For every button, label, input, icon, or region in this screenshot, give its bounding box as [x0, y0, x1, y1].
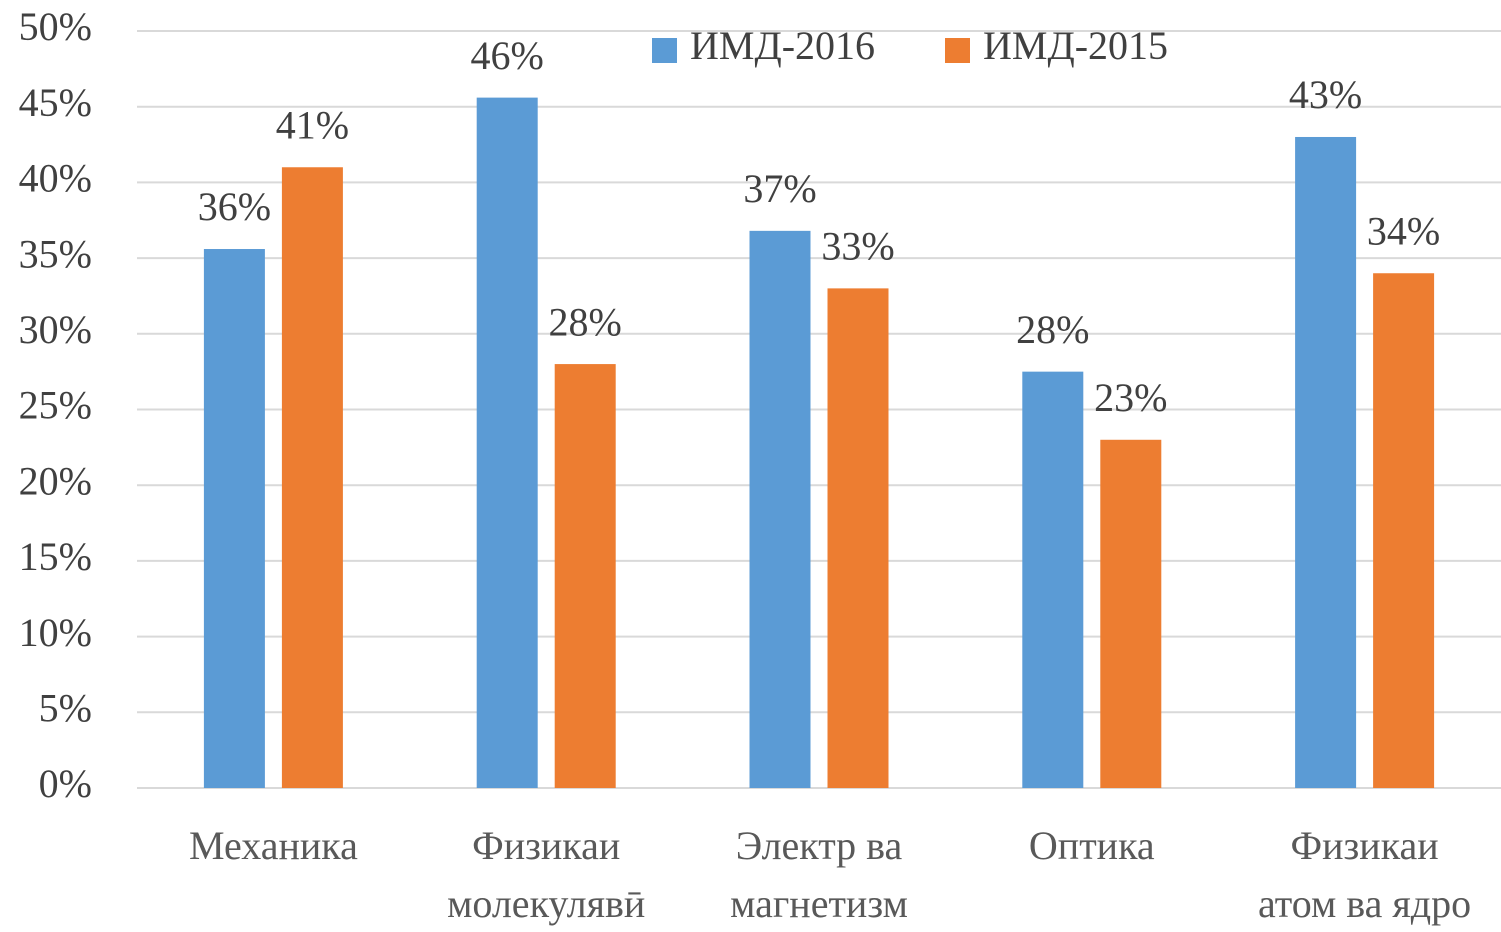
bar: [476, 97, 538, 789]
data-label: 23%: [1094, 375, 1167, 420]
y-tick-label: 0%: [39, 761, 92, 806]
x-tick-label: Оптика: [1029, 823, 1155, 868]
data-label: 43%: [1289, 72, 1362, 117]
x-tick-label: Электр ва: [736, 823, 903, 868]
x-tick-label: атом ва ядро: [1258, 881, 1471, 926]
data-label: 37%: [743, 166, 816, 211]
data-label: 28%: [1016, 307, 1089, 352]
bar: [1022, 371, 1084, 788]
legend-label: ИМД-2016: [690, 23, 875, 68]
y-tick-label: 30%: [19, 307, 92, 352]
y-tick-label: 50%: [19, 4, 92, 49]
x-tick-label: Механика: [189, 823, 358, 868]
x-tick-label: магнетизм: [730, 881, 908, 926]
x-tick-label: молекулявӣ: [447, 881, 645, 926]
data-label: 33%: [821, 224, 894, 269]
legend-label: ИМД-2015: [983, 23, 1168, 68]
x-tick-label: Физикаи: [472, 823, 620, 868]
bar: [827, 288, 889, 788]
y-tick-label: 5%: [39, 685, 92, 730]
data-label: 28%: [549, 299, 622, 344]
bar: [1100, 439, 1162, 788]
data-label: 36%: [198, 184, 271, 229]
bar: [1295, 136, 1357, 789]
legend-swatch: [945, 38, 970, 63]
data-label: 41%: [276, 102, 349, 147]
y-tick-label: 45%: [19, 80, 92, 125]
y-tick-label: 35%: [19, 231, 92, 276]
legend-swatch: [652, 38, 677, 63]
y-tick-label: 15%: [19, 534, 92, 579]
x-tick-label: Физикаи: [1290, 823, 1438, 868]
bar: [749, 230, 811, 788]
data-label: 46%: [471, 33, 544, 78]
bar: [554, 364, 616, 788]
y-tick-label: 10%: [19, 610, 92, 655]
bar: [203, 249, 265, 789]
bar: [281, 167, 343, 788]
y-tick-label: 25%: [19, 383, 92, 428]
y-tick-label: 20%: [19, 458, 92, 503]
bar: [1373, 273, 1435, 788]
data-label: 34%: [1367, 208, 1440, 253]
y-tick-label: 40%: [19, 156, 92, 201]
